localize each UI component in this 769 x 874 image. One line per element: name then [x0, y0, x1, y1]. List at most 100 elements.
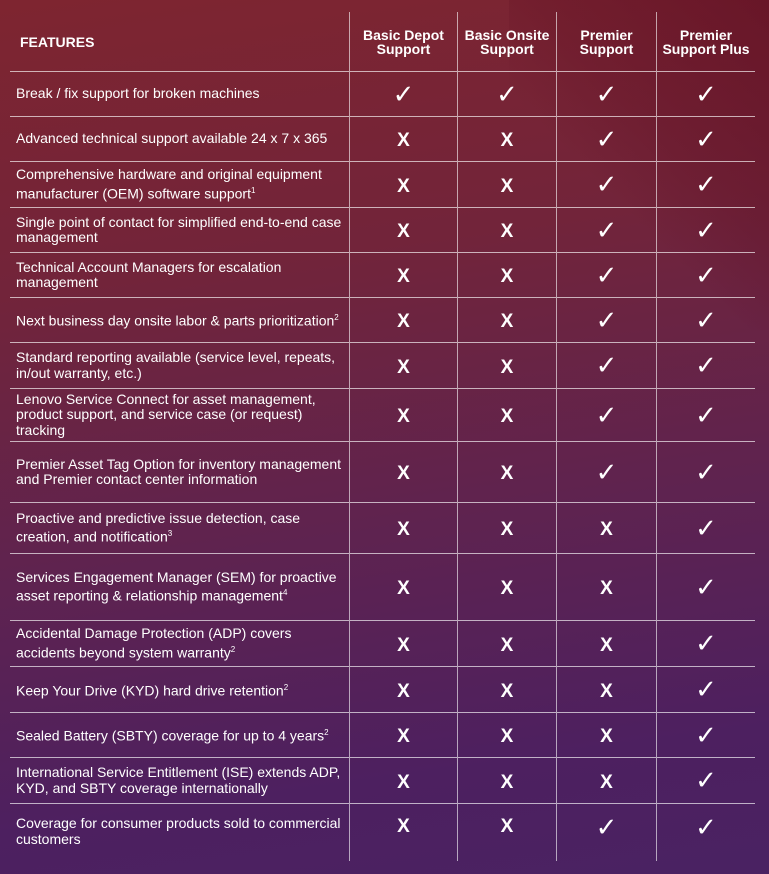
feature-label: Services Engagement Manager (SEM) for pr…	[10, 553, 350, 621]
support-cell: X	[556, 502, 657, 554]
checkmark-icon: ✓	[695, 719, 717, 750]
support-cell: ✓	[656, 502, 755, 554]
checkmark-icon: ✓	[695, 78, 717, 109]
support-cell: ✓	[556, 207, 657, 253]
x-mark-icon: X	[500, 356, 514, 378]
support-cell: X	[349, 620, 458, 667]
x-mark-icon: X	[397, 578, 410, 599]
x-mark-icon: X	[397, 634, 410, 656]
support-cell: ✓	[656, 297, 755, 343]
support-cell: X	[457, 666, 557, 713]
support-cell: X	[457, 116, 557, 162]
support-cell: ✓	[656, 441, 755, 503]
support-cell: X	[457, 553, 557, 621]
x-mark-icon: X	[600, 726, 613, 747]
column-header-basic-onsite: Basic Onsite Support	[457, 12, 557, 72]
table-row: Proactive and predictive issue detection…	[10, 502, 755, 554]
feature-label: Proactive and predictive issue detection…	[10, 502, 350, 554]
support-cell: ✓	[656, 666, 755, 713]
x-mark-icon: X	[600, 519, 613, 540]
x-mark-icon: X	[600, 578, 613, 599]
support-cell: X	[349, 757, 458, 804]
footnote-marker: 2	[334, 313, 339, 323]
feature-comparison-table: FEATURES Basic Depot Support Basic Onsit…	[10, 12, 755, 861]
support-cell: ✓	[556, 441, 657, 503]
x-mark-icon: X	[397, 406, 410, 427]
feature-text: Coverage for consumer products sold to c…	[16, 815, 341, 847]
support-cell: ✓	[656, 388, 755, 442]
x-mark-icon: X	[397, 771, 410, 793]
checkmark-icon: ✓	[595, 214, 618, 245]
support-cell: ✓	[656, 803, 755, 861]
x-mark-icon: X	[397, 680, 410, 702]
x-mark-icon: X	[600, 680, 613, 702]
table-row: Lenovo Service Connect for asset managem…	[10, 388, 755, 442]
support-cell: ✓	[556, 252, 657, 298]
support-cell: X	[349, 553, 458, 621]
support-cell: X	[457, 161, 557, 208]
footnote-marker: 2	[230, 644, 236, 654]
feature-label: Premier Asset Tag Option for inventory m…	[10, 441, 350, 503]
support-cell: X	[349, 252, 458, 298]
feature-label: Standard reporting available (service le…	[10, 342, 350, 389]
x-mark-icon: X	[500, 175, 514, 197]
table-row: International Service Entitlement (ISE) …	[10, 757, 755, 804]
table-row: Break / fix support for broken machines ✓…	[10, 71, 755, 117]
table-row: Premier Asset Tag Option for inventory m…	[10, 441, 755, 503]
feature-text: Accidental Damage Protection (ADP) cover…	[16, 625, 292, 661]
x-mark-icon: X	[500, 266, 514, 287]
checkmark-icon: ✓	[595, 123, 618, 154]
feature-text: Premier Asset Tag Option for inventory m…	[16, 455, 342, 487]
support-cell: ✓	[556, 161, 657, 208]
checkmark-icon: ✓	[695, 123, 717, 154]
feature-text: Break / fix support for broken machines	[16, 85, 260, 102]
support-cell: X	[349, 502, 458, 554]
support-cell: X	[349, 388, 458, 442]
table-row: Comprehensive hardware and original equi…	[10, 161, 755, 208]
table-row: Technical Account Managers for escalatio…	[10, 252, 755, 298]
support-cell: X	[457, 803, 557, 861]
features-header: FEATURES	[20, 33, 95, 50]
table-row: Coverage for consumer products sold to c…	[10, 803, 755, 861]
support-cell: X	[457, 388, 557, 442]
support-cell: ✓	[556, 71, 657, 117]
support-cell: X	[457, 502, 557, 554]
checkmark-icon: ✓	[496, 78, 518, 109]
support-cell: ✓	[457, 71, 557, 117]
footnote-marker: 2	[324, 728, 329, 738]
support-cell: X	[556, 553, 657, 621]
support-cell: ✓	[556, 342, 657, 389]
support-cell: X	[457, 757, 557, 804]
feature-text: Sealed Battery (SBTY) coverage for up to…	[16, 728, 325, 745]
x-mark-icon: X	[500, 463, 514, 484]
column-header-premier-support-plus: Premier Support Plus	[656, 12, 755, 72]
x-mark-icon: X	[397, 519, 410, 540]
feature-text: Standard reporting available (service le…	[16, 349, 336, 381]
footnote-marker: 4	[282, 588, 288, 598]
checkmark-icon: ✓	[695, 456, 717, 487]
x-mark-icon: X	[397, 175, 410, 197]
feature-label: Accidental Damage Protection (ADP) cover…	[10, 620, 350, 667]
support-cell: ✓	[656, 252, 755, 298]
x-mark-icon: X	[500, 680, 514, 702]
checkmark-icon: ✓	[595, 169, 618, 199]
checkmark-icon: ✓	[392, 78, 415, 109]
feature-text: Proactive and predictive issue detection…	[16, 509, 301, 545]
support-cell: ✓	[556, 116, 657, 162]
table-row: Accidental Damage Protection (ADP) cover…	[10, 620, 755, 667]
feature-text: Services Engagement Manager (SEM) for pr…	[16, 568, 337, 604]
support-cell: X	[349, 297, 458, 343]
support-cell: X	[349, 342, 458, 389]
feature-label: Break / fix support for broken machines	[10, 71, 350, 117]
checkmark-icon: ✓	[595, 78, 618, 109]
support-cell: ✓	[656, 71, 755, 117]
x-mark-icon: X	[397, 356, 410, 378]
support-cell: X	[349, 116, 458, 162]
support-cell: ✓	[556, 297, 657, 343]
support-cell: X	[349, 666, 458, 713]
checkmark-icon: ✓	[695, 169, 717, 199]
x-mark-icon: X	[500, 578, 514, 599]
feature-label: International Service Entitlement (ISE) …	[10, 757, 350, 804]
x-mark-icon: X	[500, 816, 514, 837]
checkmark-icon: ✓	[595, 399, 618, 430]
